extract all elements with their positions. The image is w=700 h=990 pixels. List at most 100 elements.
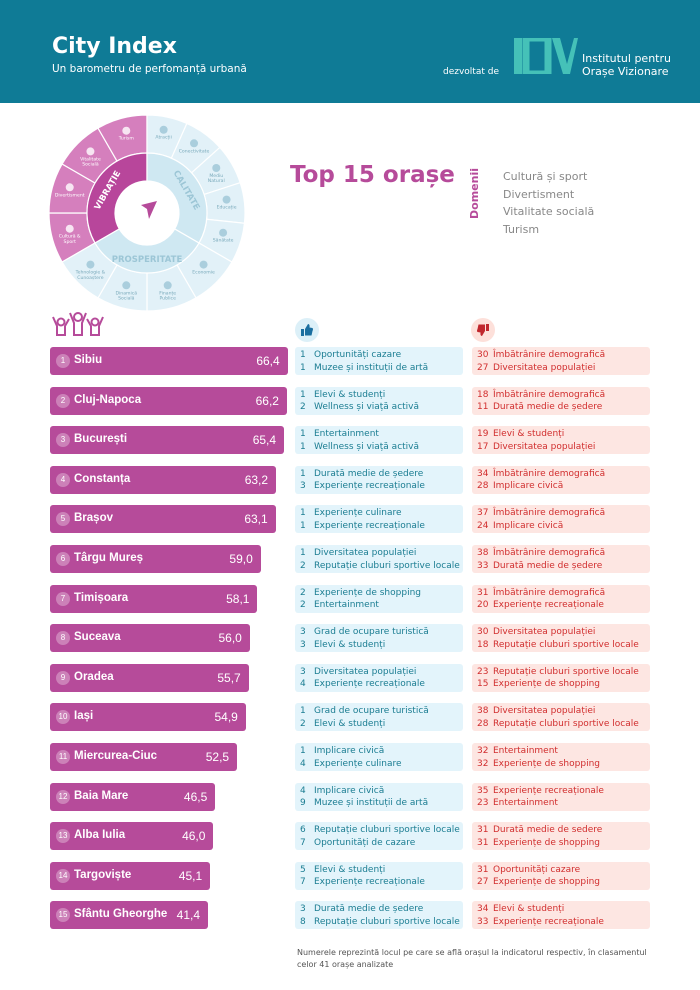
weaknesses-box: 23 Reputație cluburi sportive locale 15 Exp… — [472, 663, 650, 692]
rank-badge: 11 — [56, 750, 70, 764]
indicator-line: 17 Diversitatea populației — [477, 441, 650, 454]
city-name: Târgu Mureș — [74, 552, 144, 564]
strengths-box: 1 Experiențe culinare 1 Experiențe recreați… — [295, 505, 463, 534]
city-score-bar: 6 Târgu Mureș 59,0 — [50, 545, 261, 573]
strengths-box: 1 Diversitatea populației 2 Reputație clubu… — [295, 545, 463, 573]
weaknesses-box: 38 Îmbătrânire demografică 33 Durată medie … — [472, 545, 650, 573]
indicator-name: Durată medie de ședere — [314, 904, 424, 915]
indicator-name: Experiențe recreaționale — [314, 520, 425, 531]
indicator-rank: 1 — [300, 350, 306, 360]
indicator-name: Diversitatea populației — [314, 548, 417, 558]
indicator-name: Reputație cluburi sportive locale — [493, 718, 639, 729]
rank-badge: 7 — [56, 591, 70, 606]
indicator-line: 4 Implicare civică — [300, 785, 463, 798]
institute-line-2: Orașe Vizionare — [582, 65, 669, 78]
indicator-line: 5 Elevi & studenți — [300, 864, 463, 877]
wheel-item-label: Cultură & Sport — [59, 234, 81, 245]
city-row: 3 București 65,4 1 Entertainment 1 Wellness … — [0, 426, 700, 456]
city-score-bar: 1 Sibiu 66,4 — [50, 347, 288, 375]
indicator-line: 23 Entertainment — [477, 797, 650, 810]
wheel-item-icon — [122, 281, 131, 290]
weaknesses-box: 30 Diversitatea populației 18 Reputație clu… — [472, 624, 650, 653]
thumbs-up-icon — [295, 318, 319, 342]
indicator-rank: 33 — [477, 560, 489, 571]
wheel-item-icon — [219, 228, 228, 237]
indicator-line: 4 Experiențe culinare — [300, 758, 463, 771]
city-name: Sfântu Gheorghe — [74, 908, 168, 921]
indicator-rank: 2 — [300, 402, 306, 413]
city-name: București — [74, 433, 128, 446]
indicator-line: 8 Reputație cluburi sportive locale — [300, 916, 463, 929]
indicator-line: 7 Experiențe recreaționale — [300, 876, 463, 889]
city-name: Miercurea-Ciuc — [74, 750, 158, 762]
indicator-rank: 31 — [477, 825, 489, 836]
indicator-line: 1 Diversitatea populației — [300, 547, 463, 560]
city-score-bar: 15 Sfântu Gheorghe 41,4 — [50, 901, 208, 930]
rank-badge: 10 — [56, 710, 70, 725]
strengths-box: 1 Durată medie de ședere 3 Experiențe recre… — [295, 465, 463, 494]
indicator-name: Durată medie de sedere — [493, 825, 603, 836]
indicator-rank: 5 — [300, 864, 306, 875]
domain-item: Divertisment — [503, 187, 575, 201]
indicator-rank: 28 — [477, 481, 489, 492]
indicator-name: Îmbătrânire demografică — [493, 468, 606, 479]
indicator-name: Entertainment — [493, 746, 558, 756]
indicator-line: 1 Experiențe culinare — [300, 507, 463, 520]
domains-label: Domenii — [468, 168, 481, 219]
indicator-name: Experiențe recreaționale — [493, 916, 604, 927]
city-row: 8 Suceava 56,0 3 Grad de ocupare turistică… — [0, 624, 700, 654]
indicator-name: Reputație cluburi sportive locale — [314, 560, 460, 571]
indicator-rank: 2 — [300, 600, 306, 611]
weaknesses-box: 32 Entertainment 32 Experiențe de shopping — [472, 743, 650, 771]
indicator-name: Experiențe recreaționale — [314, 877, 425, 888]
wheel-item-label: Mediu Natural — [208, 173, 225, 184]
indicator-rank: 7 — [300, 837, 306, 848]
city-score: 58,1 — [226, 591, 250, 606]
strengths-box: 2 Experiențe de shopping 2 Entertainment — [295, 584, 463, 613]
indicator-line: 23 Reputație cluburi sportive locale — [477, 666, 650, 679]
domain-item: Cultură și sport — [503, 170, 588, 183]
indicator-name: Diversitatea populației — [493, 706, 596, 717]
indicator-line: 15 Experiențe de shopping — [477, 678, 650, 691]
indicator-name: Elevi & studenți — [314, 718, 386, 729]
strengths-box: 1 Entertainment 1 Wellness și viață activă — [295, 426, 463, 455]
indicator-rank: 18 — [477, 639, 489, 650]
city-name: Suceava — [74, 631, 121, 644]
rank-badge: 5 — [56, 512, 70, 527]
footnote: Numerele reprezintă locul pe care se afl… — [297, 948, 647, 969]
indicator-line: 28 Reputație cluburi sportive locale — [477, 718, 650, 731]
city-name: Targoviște — [74, 868, 132, 881]
wheel-center — [115, 181, 179, 245]
indicator-rank: 35 — [477, 785, 489, 796]
indicator-name: Experiențe culinare — [314, 758, 402, 769]
indicator-name: Diversitatea populației — [493, 362, 596, 373]
indicator-name: Grad de ocupare turistică — [314, 706, 429, 717]
indicator-name: Experiențe de shopping — [314, 587, 421, 598]
indicator-rank: 31 — [477, 864, 489, 875]
indicator-rank: 1 — [300, 362, 306, 373]
city-name: Oradea — [74, 670, 114, 683]
wheel-item-label: Tehnologie & Cunoaștere — [75, 270, 106, 281]
indicator-name: Experiențe de shopping — [493, 837, 600, 848]
indicator-name: Implicare civică — [314, 746, 385, 756]
indicator-line: 1 Experiențe recreaționale — [300, 520, 463, 533]
indicator-line: 2 Entertainment — [300, 599, 463, 612]
strengths-box: 1 Elevi & studenți 2 Wellness și viață acti… — [295, 386, 463, 415]
city-score: 46,5 — [183, 789, 208, 804]
weaknesses-box: 19 Elevi & studenți 17 Diversitatea populaț… — [472, 426, 650, 455]
indicator-rank: 1 — [300, 706, 306, 717]
indicator-name: Experiențe de shopping — [493, 758, 600, 769]
rank-badge: 3 — [56, 433, 70, 448]
indicator-name: Elevi & studenți — [314, 639, 386, 650]
indicator-rank: 34 — [477, 904, 489, 915]
city-score-bar: 14 Targoviște 45,1 — [50, 861, 211, 890]
wheel-item-icon — [222, 195, 231, 204]
domain-item: Vitalitate socială — [503, 205, 595, 218]
indicator-rank: 33 — [477, 916, 489, 927]
indicator-rank: 11 — [477, 402, 489, 413]
indicator-name: Oportunități cazare — [493, 864, 581, 875]
wheel-item-icon — [212, 164, 221, 172]
indicator-name: Experiențe recreaționale — [314, 679, 425, 690]
indicator-name: Reputație cluburi sportive locale — [493, 666, 639, 677]
weaknesses-box: 35 Experiențe recreaționale 23 Entertainmen… — [472, 782, 650, 811]
